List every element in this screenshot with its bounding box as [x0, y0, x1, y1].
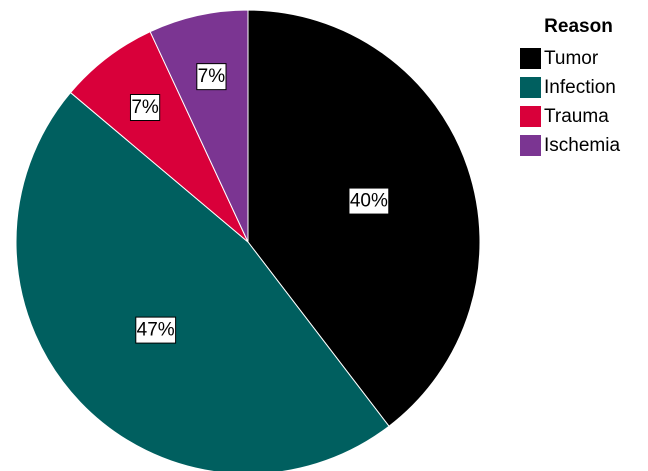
- legend-swatch: [520, 106, 541, 127]
- svg-text:7%: 7%: [198, 66, 226, 87]
- data-label-tumor: 40%: [348, 187, 390, 215]
- svg-text:47%: 47%: [137, 320, 175, 341]
- legend-item-tumor: Tumor: [520, 44, 645, 73]
- legend-item-ischemia: Ischemia: [520, 131, 645, 160]
- data-label-infection: 47%: [135, 316, 177, 344]
- pie-slice-tumor: [247, 9, 481, 427]
- svg-text:7%: 7%: [131, 97, 159, 118]
- legend-item-trauma: Trauma: [520, 102, 645, 131]
- legend-swatch: [520, 135, 541, 156]
- legend-label: Trauma: [544, 105, 609, 127]
- legend-label: Tumor: [544, 47, 599, 69]
- pie-slice-infection: [15, 91, 390, 471]
- legend: Reason Tumor Infection Trauma Ischemia: [520, 16, 645, 160]
- legend-swatch: [520, 48, 541, 69]
- data-label-trauma: 7%: [129, 94, 161, 122]
- legend-item-infection: Infection: [520, 73, 645, 102]
- legend-swatch: [520, 77, 541, 98]
- data-label-ischemia: 7%: [196, 63, 227, 91]
- legend-label: Ischemia: [544, 134, 621, 156]
- svg-text:40%: 40%: [350, 191, 388, 212]
- legend-title: Reason: [544, 16, 613, 37]
- legend-label: Infection: [544, 76, 616, 98]
